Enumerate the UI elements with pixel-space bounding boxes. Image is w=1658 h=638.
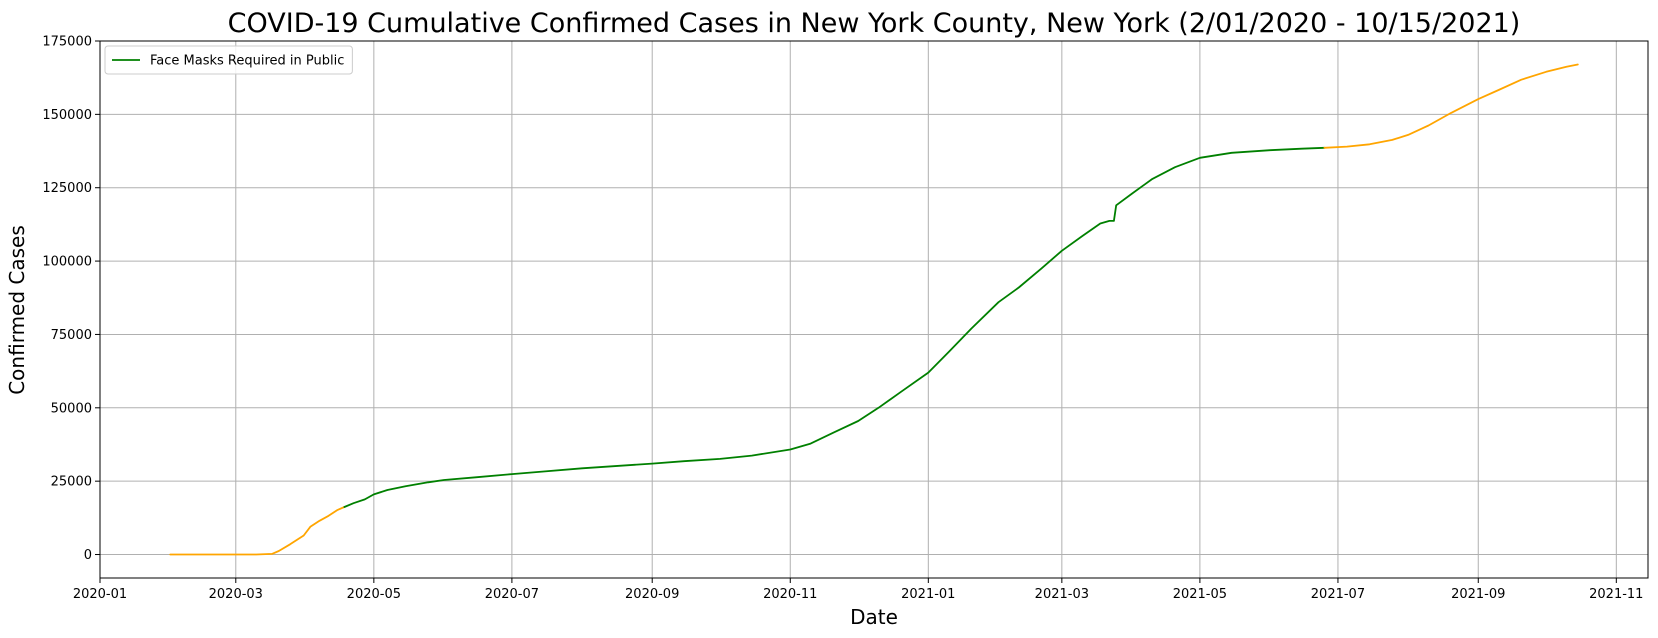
y-tick-label: 100000 — [42, 255, 92, 270]
x-tick-label: 2020-07 — [485, 587, 539, 602]
x-tick-label: 2020-01 — [73, 587, 127, 602]
y-axis: 0 25000 50000 75000 100000 125000 150000 175000 — [42, 35, 100, 563]
chart-title: COVID-19 Cumulative Confirmed Cases in N… — [228, 8, 1521, 39]
y-tick-label: 150000 — [42, 108, 92, 123]
legend-box — [104, 45, 353, 75]
x-tick-label: 2020-05 — [347, 587, 401, 602]
x-tick-label: 2021-03 — [1035, 587, 1089, 602]
legend: Face Masks Required in Public — [104, 45, 353, 75]
y-axis-label: Confirmed Cases — [5, 225, 29, 395]
y-tick-label: 25000 — [51, 475, 92, 490]
y-tick-label: 125000 — [42, 181, 92, 196]
x-tick-label: 2021-05 — [1173, 587, 1227, 602]
x-tick-label: 2020-03 — [209, 587, 263, 602]
x-tick-label: 2021-01 — [901, 587, 955, 602]
x-tick-label: 2021-09 — [1451, 587, 1505, 602]
x-axis: 2020-01 2020-03 2020-05 2020-07 2020-09 2020-… — [73, 578, 1643, 602]
y-tick-label: 175000 — [42, 35, 92, 50]
x-axis-label: Date — [850, 605, 898, 629]
y-tick-label: 75000 — [51, 328, 92, 343]
series-line-1 — [343, 146, 1326, 508]
grid-lines — [99, 40, 1648, 578]
series-layer — [169, 63, 1579, 556]
x-tick-label: 2021-07 — [1311, 587, 1365, 602]
series-line-0 — [169, 506, 346, 556]
series-line-2 — [1323, 63, 1579, 149]
y-tick-label: 50000 — [51, 401, 92, 416]
y-tick-label: 0 — [84, 548, 92, 563]
x-tick-label: 2020-11 — [763, 587, 817, 602]
legend-label: Face Masks Required in Public — [150, 54, 344, 69]
plot-area-frame — [99, 40, 1649, 579]
x-tick-label: 2021-11 — [1589, 587, 1643, 602]
x-tick-label: 2020-09 — [625, 587, 679, 602]
